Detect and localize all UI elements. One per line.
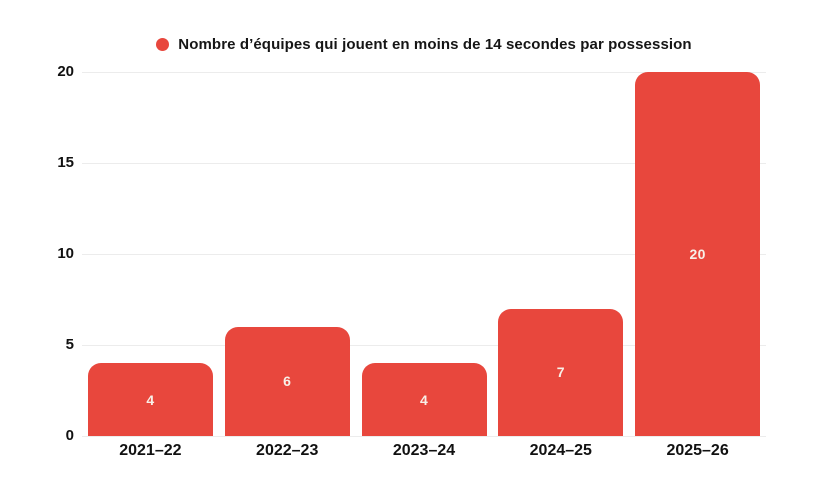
bar: 6 bbox=[224, 326, 350, 436]
bar: 7 bbox=[498, 308, 624, 436]
x-tick-label: 2023–24 bbox=[392, 442, 456, 459]
x-axis: 2021–22 2022–23 2023–24 2024–25 2025–26 bbox=[82, 442, 766, 466]
bar-value-label: 4 bbox=[419, 391, 429, 408]
bar-value-label: 20 bbox=[689, 246, 706, 262]
bar: 4 bbox=[361, 363, 487, 436]
y-tick-label: 15 bbox=[57, 154, 74, 171]
x-tick-label: 2024–25 bbox=[529, 442, 592, 459]
bar-value-label: 7 bbox=[556, 364, 565, 381]
y-tick-label: 0 bbox=[65, 427, 74, 444]
legend-marker-icon bbox=[156, 37, 170, 51]
y-tick-label: 20 bbox=[57, 63, 74, 80]
bar: 20 bbox=[635, 72, 761, 436]
plot-area: 4 6 4 7 20 bbox=[82, 71, 766, 437]
x-tick-label: 2021–22 bbox=[119, 442, 182, 459]
legend: Nombre d’équipes qui jouent en moins de … bbox=[82, 33, 766, 55]
bar-value-label: 6 bbox=[283, 373, 292, 390]
gridline bbox=[82, 162, 766, 164]
y-axis: 0 5 10 15 20 bbox=[26, 63, 74, 444]
gridline bbox=[82, 344, 766, 346]
legend-label: Nombre d’équipes qui jouent en moins de … bbox=[178, 35, 692, 53]
gridline bbox=[82, 253, 766, 255]
bar: 4 bbox=[87, 363, 213, 436]
y-tick-label: 5 bbox=[65, 336, 74, 353]
gridline bbox=[82, 71, 766, 73]
x-tick-label: 2022–23 bbox=[256, 442, 319, 459]
y-tick-label: 10 bbox=[57, 245, 74, 262]
bar-value-label: 4 bbox=[146, 391, 155, 408]
x-tick-label: 2025–26 bbox=[666, 442, 729, 459]
gridline bbox=[82, 435, 766, 437]
